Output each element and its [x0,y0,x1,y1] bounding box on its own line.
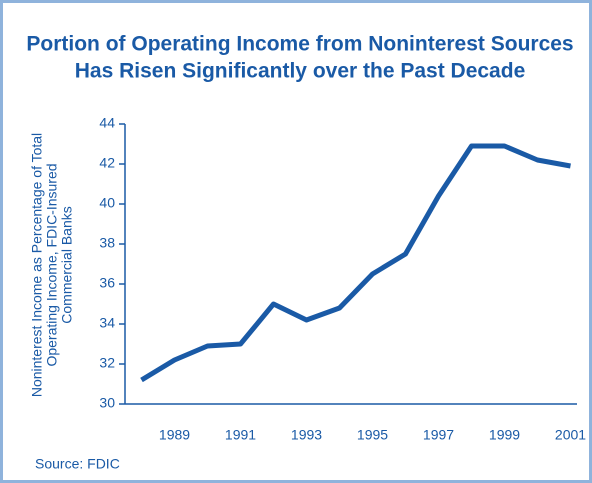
y-axis-title: Noninterest Income as Percentage of Tota… [29,133,75,397]
x-tick-label: 1999 [489,427,520,443]
x-tick-label: 1989 [159,427,190,443]
x-tick-label: 1995 [357,427,388,443]
chart-title: Portion of Operating Income from Noninte… [26,33,573,56]
x-tick-label: 1993 [291,427,322,443]
x-tick-label: 1997 [423,427,454,443]
y-tick-label: 34 [99,315,115,331]
x-tick-label: 1991 [225,427,256,443]
y-tick-label: 32 [99,355,115,371]
y-label-line: Commercial Banks [59,206,75,323]
y-label-line: Operating Income, FDIC-Insured [44,163,60,366]
x-tick-label: 2001 [555,427,586,443]
y-tick-label: 30 [99,395,115,411]
y-tick-label: 40 [99,195,115,211]
y-tick-label: 36 [99,275,115,291]
source: Source: FDIC [35,456,120,472]
y-tick-label: 42 [99,155,115,171]
y-tick-label: 38 [99,235,115,251]
chart-title: Has Risen Significantly over the Past De… [75,60,526,83]
y-tick-label: 44 [99,115,115,131]
data-line [140,143,571,383]
y-label-line: Noninterest Income as Percentage of Tota… [29,133,45,397]
